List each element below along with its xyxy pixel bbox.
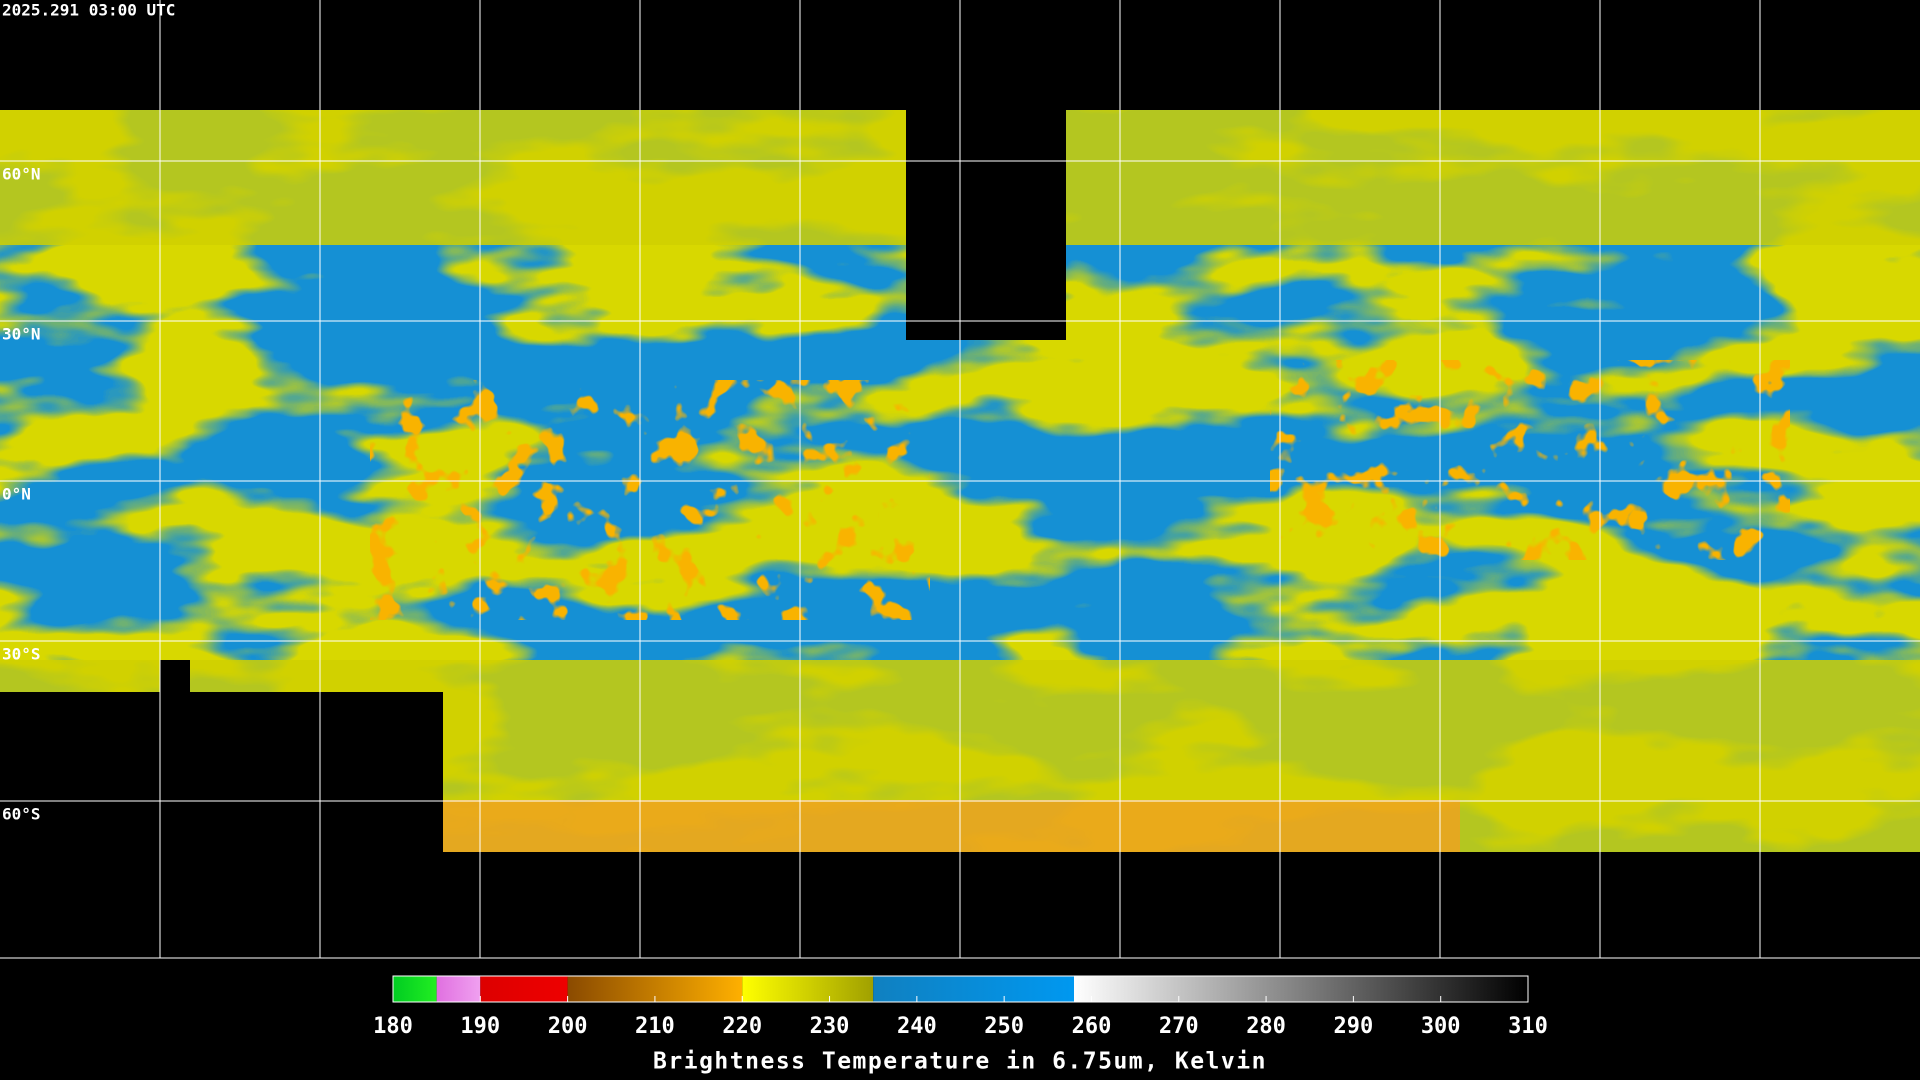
- colorbar-tick-label: 250: [984, 1014, 1024, 1039]
- colorbar-tick-label: 290: [1334, 1014, 1374, 1039]
- lat-label: 60°S: [2, 805, 41, 824]
- colorbar-tick-label: 190: [460, 1014, 500, 1039]
- lat-label: 60°N: [2, 165, 41, 184]
- colorbar-tick-label: 180: [373, 1014, 413, 1039]
- colorbar-title: Brightness Temperature in 6.75um, Kelvin: [653, 1049, 1267, 1075]
- colorbar-segment: [436, 976, 481, 1002]
- colorbar-tick-label: 300: [1421, 1014, 1461, 1039]
- colorbar-frame: [392, 975, 1529, 1003]
- colorbar-tick-label: 240: [897, 1014, 937, 1039]
- convection: [370, 380, 930, 620]
- colorbar-tick-label: 280: [1246, 1014, 1286, 1039]
- lat-label: 30°N: [2, 325, 41, 344]
- colorbar-segment: [480, 976, 568, 1002]
- colorbar-tick-label: 230: [810, 1014, 850, 1039]
- lat-label: 30°S: [2, 645, 41, 664]
- colorbar-tick-label: 220: [722, 1014, 762, 1039]
- colorbar-tick-label: 210: [635, 1014, 675, 1039]
- colorbar-segment: [393, 976, 437, 1002]
- convection: [1270, 360, 1790, 560]
- gap: [160, 660, 190, 700]
- lat-label: 0°N: [2, 485, 31, 504]
- colorbar-segment: [1074, 976, 1528, 1002]
- timestamp: 2025.291 03:00 UTC: [2, 1, 175, 20]
- south-warm-band: [440, 800, 1460, 852]
- colorbar-tick-label: 200: [548, 1014, 588, 1039]
- colorbar-tick-label: 260: [1072, 1014, 1112, 1039]
- meridians: [159, 0, 1761, 958]
- colorbar-tick-label: 270: [1159, 1014, 1199, 1039]
- colorbar-segment: [873, 976, 1074, 1002]
- colorbar-tick-label: 310: [1508, 1014, 1548, 1039]
- colorbar-segment: [742, 976, 874, 1002]
